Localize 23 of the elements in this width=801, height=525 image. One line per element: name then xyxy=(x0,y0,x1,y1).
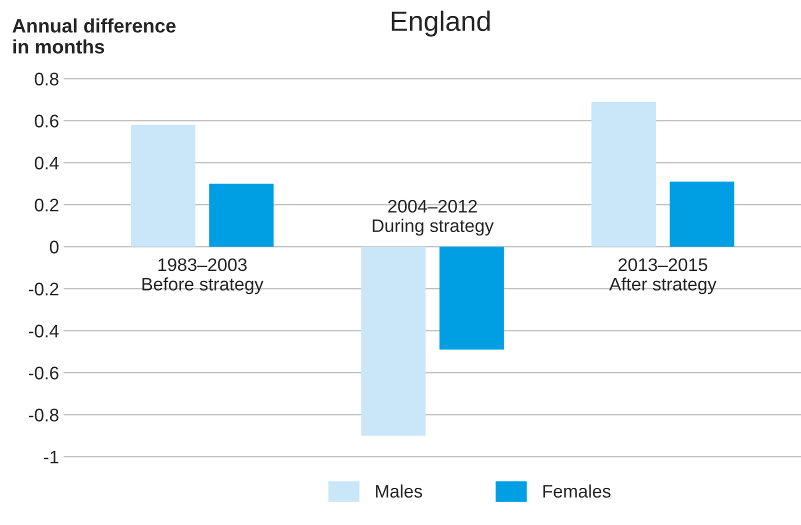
bar xyxy=(209,184,274,247)
bar xyxy=(130,124,196,247)
y-tick-label: -0.6 xyxy=(28,366,58,380)
bar xyxy=(591,102,656,247)
y-tick-label: 0.4 xyxy=(34,156,59,170)
y-tick-label: -1 xyxy=(44,450,58,464)
bar xyxy=(670,182,734,247)
legend-label: Females xyxy=(543,484,610,498)
y-tick-label: -0.2 xyxy=(28,282,58,296)
y-tick-label: 0.2 xyxy=(34,198,58,212)
y-tick-label: -0.8 xyxy=(28,408,58,422)
y-tick-label: -0.4 xyxy=(28,324,59,338)
x-tick-label: 1983–2003 Before strategy xyxy=(142,258,264,294)
legend-label: Males xyxy=(376,484,422,498)
y-tick-label: 0.6 xyxy=(34,114,58,128)
x-tick-label: 2004–2012 During strategy xyxy=(372,200,494,236)
chart-title: England xyxy=(392,10,490,37)
y-tick-label: 0.8 xyxy=(34,72,58,86)
x-tick-label: 2013–2015 After strategy xyxy=(609,258,716,294)
bar xyxy=(439,246,504,350)
bar xyxy=(361,246,426,436)
y-axis-title: Annual difference in months xyxy=(12,18,176,54)
y-tick-label: 0 xyxy=(50,240,59,254)
